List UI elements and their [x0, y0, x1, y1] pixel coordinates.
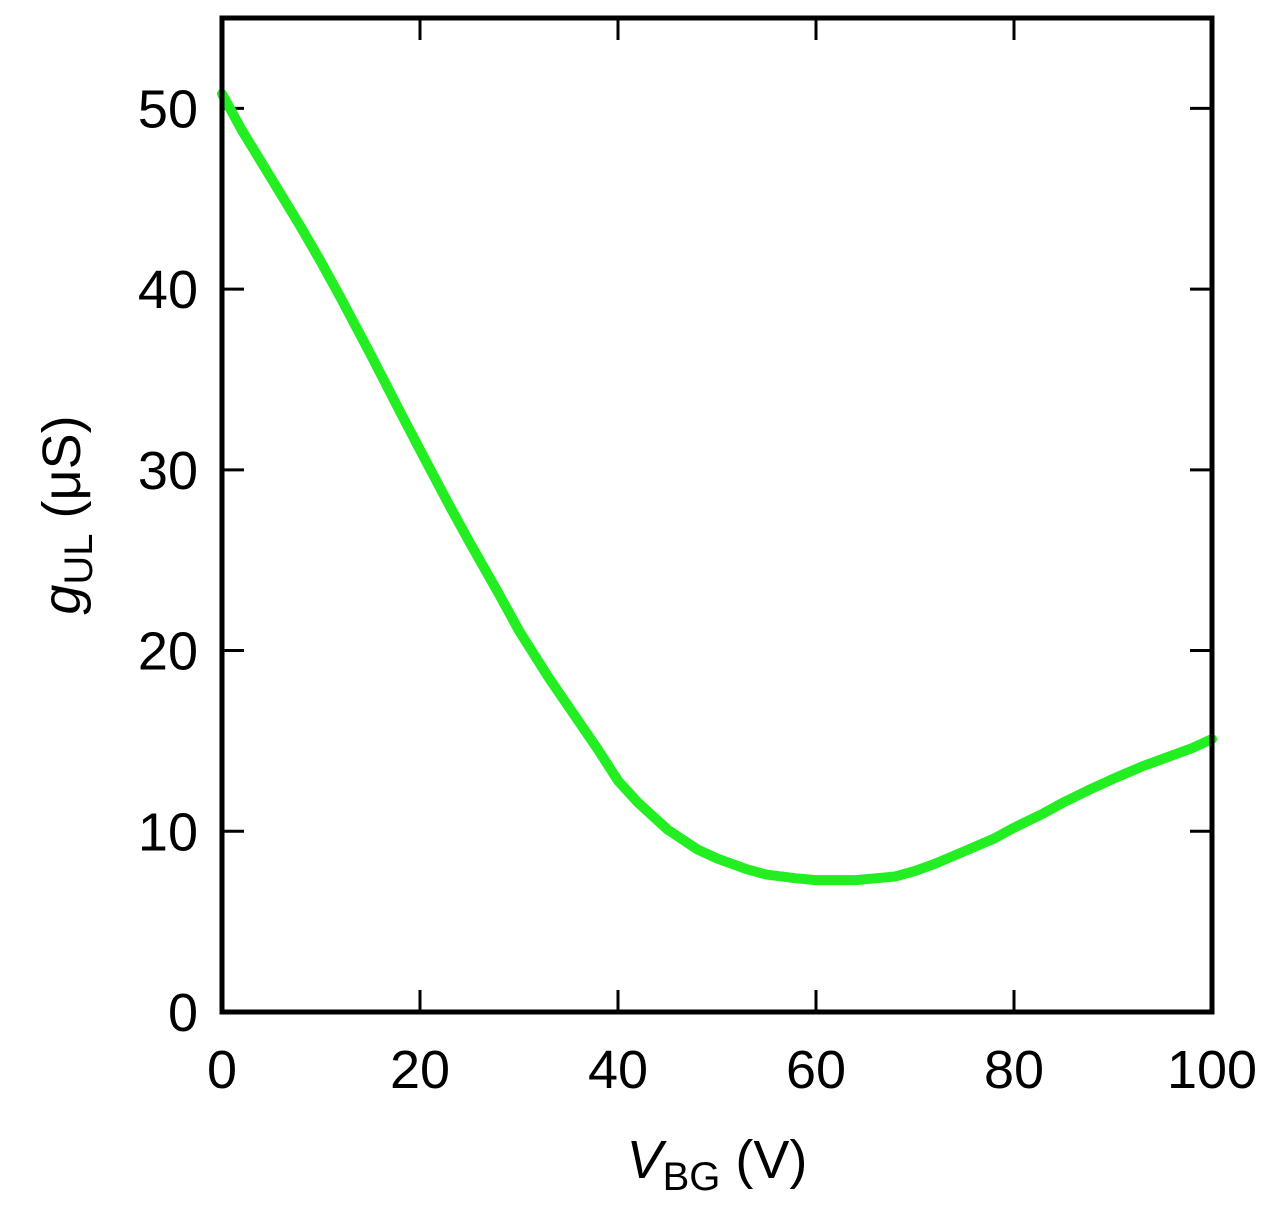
y-tick-label: 40: [138, 260, 198, 320]
x-tick-label: 0: [207, 1040, 237, 1100]
x-tick-label: 100: [1167, 1040, 1257, 1100]
y-axis-title: gUL (μS): [32, 415, 101, 614]
y-axis-title-unit: (μS): [32, 415, 92, 533]
x-axis-title-sub: BG: [663, 1155, 721, 1199]
labels-layer: 0 20 40 60 80 100 0 10 20 30 40 50: [138, 79, 1257, 1100]
y-tick-label: 10: [138, 802, 198, 862]
x-axis-title: VBG (V): [627, 1130, 808, 1199]
series-line: [217, 88, 1217, 886]
series-layer: [217, 88, 1217, 886]
x-axis-title-unit: (V): [720, 1130, 807, 1190]
y-tick-label: 50: [138, 79, 198, 139]
y-axis-title-main: g: [32, 585, 92, 615]
x-tick-label: 20: [390, 1040, 450, 1100]
x-tick-label: 80: [984, 1040, 1044, 1100]
y-tick-label: 0: [168, 983, 198, 1043]
x-tick-label: 40: [588, 1040, 648, 1100]
plot-frame: [219, 15, 1215, 1015]
y-tick-label: 30: [138, 441, 198, 501]
x-tick-label: 60: [786, 1040, 846, 1100]
x-axis-title-main: V: [627, 1130, 668, 1190]
y-axis-title-sub: UL: [57, 533, 101, 584]
y-tick-label: 20: [138, 622, 198, 682]
